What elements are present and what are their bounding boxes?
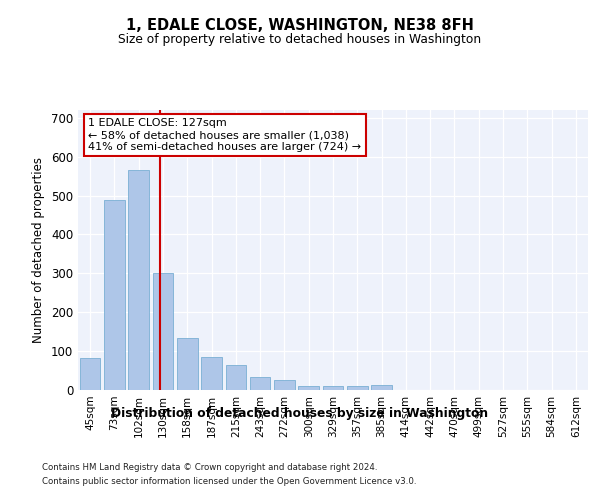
Bar <box>201 358 222 390</box>
Text: Contains HM Land Registry data © Crown copyright and database right 2024.: Contains HM Land Registry data © Crown c… <box>42 464 377 472</box>
Bar <box>298 386 319 390</box>
Text: 1 EDALE CLOSE: 127sqm
← 58% of detached houses are smaller (1,038)
41% of semi-d: 1 EDALE CLOSE: 127sqm ← 58% of detached … <box>88 118 361 152</box>
Text: 1, EDALE CLOSE, WASHINGTON, NE38 8FH: 1, EDALE CLOSE, WASHINGTON, NE38 8FH <box>126 18 474 32</box>
Text: Contains public sector information licensed under the Open Government Licence v3: Contains public sector information licen… <box>42 477 416 486</box>
Bar <box>250 377 271 390</box>
Bar <box>226 365 246 390</box>
Bar <box>152 272 173 390</box>
Bar <box>104 200 125 390</box>
Bar <box>128 170 149 390</box>
Bar <box>347 386 368 390</box>
Bar <box>323 386 343 390</box>
Bar <box>80 358 100 390</box>
Text: Size of property relative to detached houses in Washington: Size of property relative to detached ho… <box>118 32 482 46</box>
Y-axis label: Number of detached properties: Number of detached properties <box>32 157 46 343</box>
Bar <box>274 380 295 390</box>
Bar <box>177 338 197 390</box>
Bar <box>371 386 392 390</box>
Text: Distribution of detached houses by size in Washington: Distribution of detached houses by size … <box>112 408 488 420</box>
